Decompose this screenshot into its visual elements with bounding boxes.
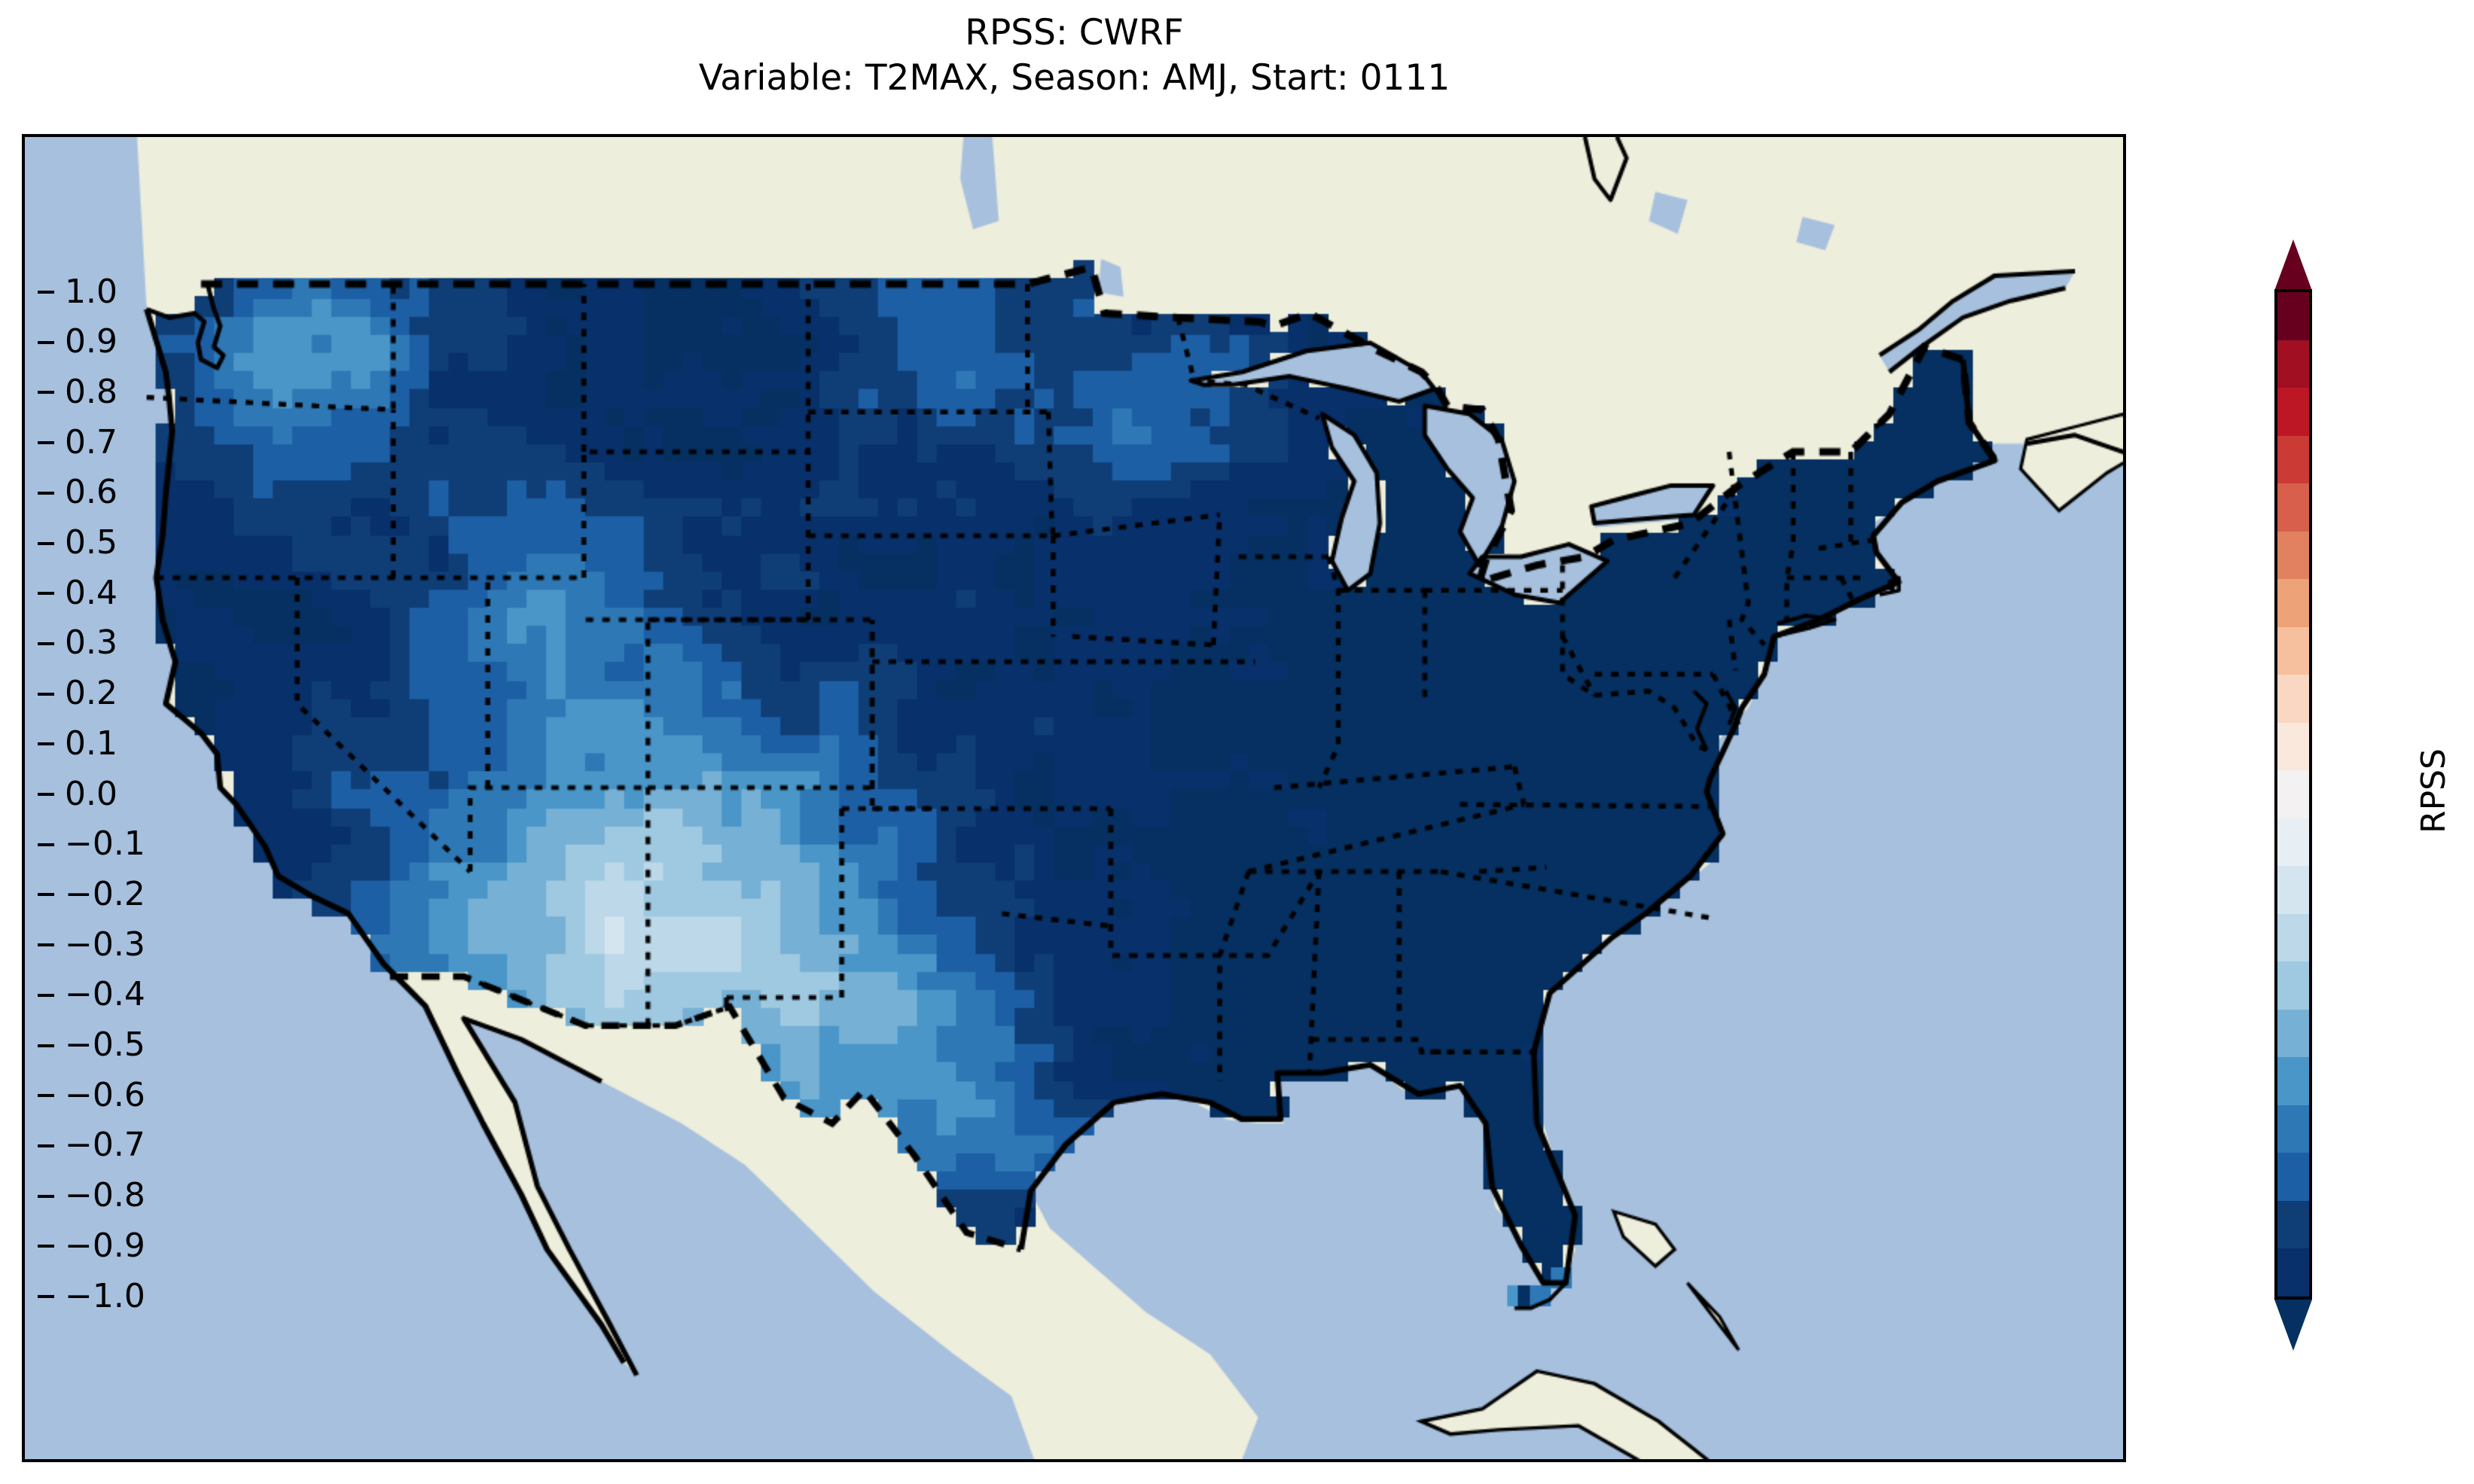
colorbar	[2274, 239, 2312, 1351]
colorbar-tick-label: 0.9	[65, 322, 117, 361]
colorbar-tick-label: −0.4	[65, 975, 145, 1014]
colorbar-tick-mark	[38, 1044, 54, 1047]
colorbar-tick-label: 0.3	[65, 623, 117, 663]
colorbar-tick-mark	[38, 340, 54, 344]
colorbar-band	[2277, 292, 2309, 340]
colorbar-extend-arrow-bottom	[2274, 1300, 2312, 1351]
colorbar-band	[2277, 340, 2309, 389]
colorbar-tick-mark	[38, 1094, 54, 1098]
colorbar-tick-mark	[38, 291, 54, 294]
colorbar-ticks: 1.0 0.9 0.8 0.7 0.6 0.5 0.4 0.3 0.2 0.1 0.0 −0.1 −0.…	[38, 239, 218, 1349]
colorbar-tick-label: 0.6	[65, 473, 117, 512]
colorbar-tick-mark	[38, 541, 54, 545]
figure-title: RPSS: CWRF Variable: T2MAX, Season: AMJ,…	[0, 0, 2149, 101]
colorbar-extend-arrow-top	[2274, 239, 2312, 291]
colorbar-band	[2277, 1153, 2309, 1201]
colorbar-tick-mark	[38, 692, 54, 696]
colorbar-band	[2277, 675, 2309, 723]
colorbar-band	[2277, 818, 2309, 867]
colorbar-tick-label: −0.6	[65, 1075, 145, 1114]
map-axes	[22, 134, 2126, 1462]
colorbar-tick-mark	[38, 391, 54, 395]
colorbar-tick-mark	[38, 1144, 54, 1147]
colorbar-tick-mark	[38, 993, 54, 997]
colorbar-tick-label: 0.2	[65, 674, 117, 713]
colorbar-band	[2277, 579, 2309, 627]
colorbar-tick-mark	[38, 1245, 54, 1248]
colorbar-tick-mark	[38, 742, 54, 746]
colorbar-tick-label: 0.4	[65, 573, 117, 612]
colorbar-tick-label: 0.1	[65, 724, 117, 763]
colorbar-band	[2277, 770, 2309, 818]
colorbar-tick-mark	[38, 843, 54, 846]
colorbar-band	[2277, 1248, 2309, 1297]
colorbar-tick-mark	[38, 592, 54, 596]
colorbar-band	[2277, 913, 2309, 962]
colorbar-tick-label: 0.7	[65, 422, 117, 462]
colorbar-band	[2277, 435, 2309, 484]
colorbar-band	[2277, 531, 2309, 580]
title-line-2: Variable: T2MAX, Season: AMJ, Start: 011…	[698, 57, 1451, 99]
title-line-1: RPSS: CWRF	[965, 12, 1184, 53]
colorbar-tick-label: −0.7	[65, 1126, 145, 1165]
colorbar-tick-mark	[38, 893, 54, 897]
colorbar-band	[2277, 1200, 2309, 1249]
colorbar-tick-mark	[38, 943, 54, 947]
colorbar-band	[2277, 1105, 2309, 1153]
colorbar-tick-mark	[38, 793, 54, 796]
colorbar-tick-label: −0.8	[65, 1176, 145, 1215]
colorbar-tick-label: −0.2	[65, 874, 145, 913]
colorbar-tick-label: −0.3	[65, 925, 145, 964]
colorbar-tick-label: 0.5	[65, 523, 117, 562]
colorbar-band	[2277, 961, 2309, 1010]
colorbar-tick-label: 0.8	[65, 372, 117, 411]
colorbar-tick-mark	[38, 641, 54, 645]
colorbar-axis-label-text: RPSS	[2414, 748, 2453, 833]
colorbar-bands	[2274, 289, 2312, 1300]
colorbar-band	[2277, 483, 2309, 532]
colorbar-band	[2277, 1009, 2309, 1058]
colorbar-band	[2277, 388, 2309, 436]
colorbar-tick-mark	[38, 491, 54, 495]
colorbar-band	[2277, 866, 2309, 914]
colorbar-tick-label: 1.0	[65, 272, 117, 311]
colorbar-tick-label: 0.0	[65, 774, 117, 813]
colorbar-band	[2277, 1057, 2309, 1105]
colorbar-band	[2277, 722, 2309, 771]
colorbar-tick-label: −0.5	[65, 1025, 145, 1064]
colorbar-tick-mark	[38, 441, 54, 445]
rpss-heatmap-canvas	[25, 137, 2123, 1459]
colorbar-tick-label: −1.0	[65, 1276, 145, 1315]
colorbar-tick-label: −0.9	[65, 1226, 145, 1265]
colorbar-axis-label: RPSS	[2399, 693, 2467, 888]
colorbar-tick-mark	[38, 1295, 54, 1298]
colorbar-band	[2277, 626, 2309, 675]
colorbar-tick-mark	[38, 1194, 54, 1198]
colorbar-tick-label: −0.1	[65, 824, 145, 864]
